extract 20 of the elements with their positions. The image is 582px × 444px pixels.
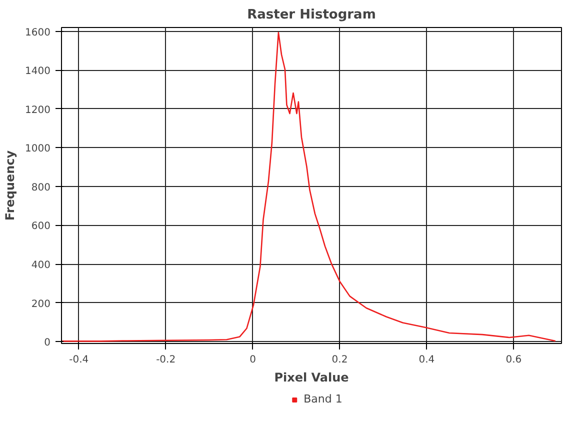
x-axis-title: Pixel Value [274,370,349,384]
line-series [62,32,556,342]
y-tick-label: 400 [31,260,51,272]
y-tick-label: 200 [31,298,51,310]
chart-title: Raster Histogram [247,8,376,22]
y-tick-label: 0 [44,338,51,349]
y-tick-label: 1000 [25,144,51,155]
y-tick-label: 800 [31,182,51,194]
x-tick-label: -0.4 [69,354,89,366]
legend-label: Band 1 [304,392,342,406]
x-tick-label: 0 [250,354,256,366]
x-tick-label: 0.6 [506,354,522,366]
y-tick-label: 600 [31,221,51,232]
y-tick-label: 1600 [25,27,51,38]
y-axis-title: Frequency [3,150,18,221]
y-tick-label: 1200 [25,104,51,116]
y-tick-label: 1400 [25,66,51,78]
x-tick-label: 0.2 [332,354,348,366]
x-tick-label: 0.4 [418,354,435,366]
x-tick-label: -0.2 [156,354,176,366]
